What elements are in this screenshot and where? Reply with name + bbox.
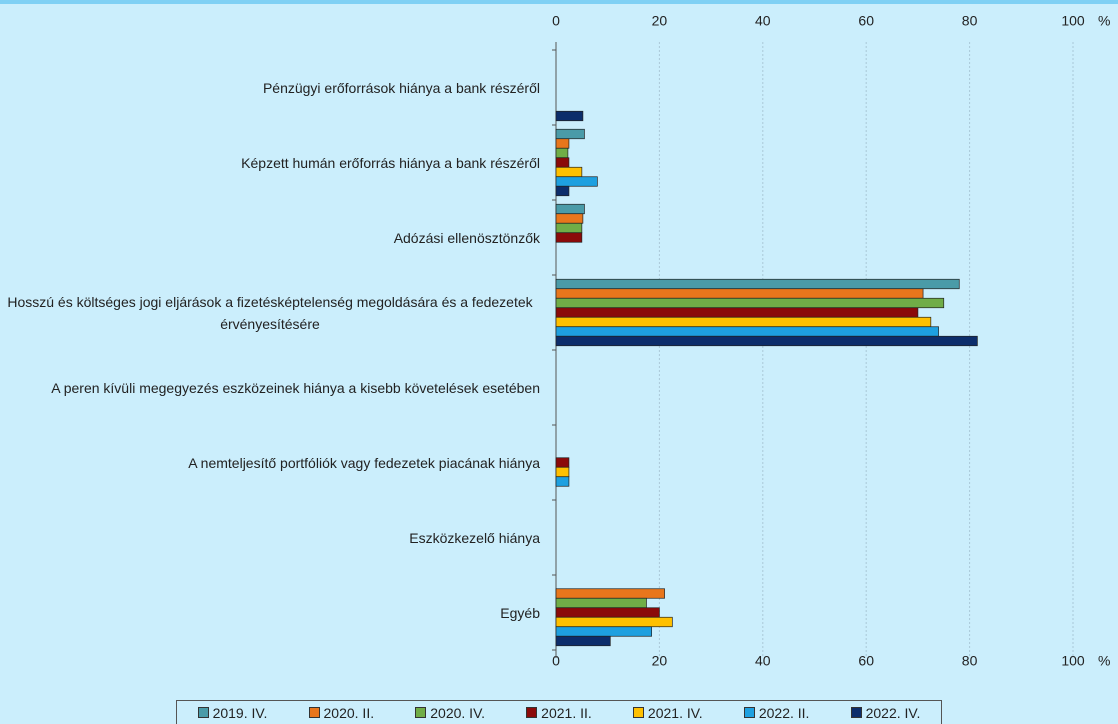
category-label-box: Képzett humán erőforrás hiánya a bank ré… xyxy=(0,133,540,193)
category-label: Pénzügyi erőforrások hiánya a bank részé… xyxy=(262,79,540,96)
bar xyxy=(555,335,978,347)
bar xyxy=(555,476,570,487)
x-tick-label-top: 100 xyxy=(1061,13,1085,29)
x-tick-label-top: 80 xyxy=(962,13,978,29)
category-label-box: Eszközkezelő hiánya xyxy=(0,508,540,568)
legend-swatch xyxy=(415,707,427,718)
x-tick-label-top: 0 xyxy=(552,13,560,29)
x-tick-label-bottom: 80 xyxy=(962,653,978,669)
bar xyxy=(555,326,939,337)
bar xyxy=(555,147,569,159)
bar xyxy=(555,635,611,647)
legend-label: 2021. II. xyxy=(541,704,592,721)
bar xyxy=(555,138,570,149)
x-unit-bottom: % xyxy=(1098,653,1110,669)
legend-label: 2021. IV. xyxy=(647,704,703,721)
bar xyxy=(555,457,570,468)
bar xyxy=(555,213,584,224)
bar xyxy=(555,307,919,318)
bar xyxy=(555,203,585,215)
legend-item: 2019. IV. xyxy=(197,704,268,721)
category-label-box: Adózási ellenösztönzők xyxy=(0,208,540,268)
legend-label: 2022. IV. xyxy=(865,704,921,721)
category-label-box: Pénzügyi erőforrások hiánya a bank részé… xyxy=(0,58,540,118)
x-tick-label-bottom: 60 xyxy=(858,653,874,669)
legend: 2019. IV. 2020. II. 2020. IV. 2021. II. 2021… xyxy=(176,700,942,724)
bar xyxy=(555,588,665,599)
category-label: A peren kívüli megegyezés eszközeinek hi… xyxy=(51,379,540,396)
bar xyxy=(555,185,570,197)
bar xyxy=(555,176,598,187)
category-label-box: A nemteljesítő portfóliók vagy fedezetek… xyxy=(0,433,540,493)
category-label: Eszközkezelő hiánya xyxy=(409,529,540,546)
legend-swatch xyxy=(743,707,755,718)
x-tick-label-top: 20 xyxy=(652,13,668,29)
legend-item: 2021. II. xyxy=(526,705,592,721)
x-tick-label-bottom: 40 xyxy=(755,653,771,669)
bar xyxy=(555,222,583,234)
legend-item: 2022. II. xyxy=(743,704,810,721)
bar xyxy=(555,128,585,140)
x-tick-label-top: 40 xyxy=(755,13,771,29)
legend-swatch xyxy=(197,707,209,718)
x-tick-label-bottom: 0 xyxy=(552,653,560,669)
bar xyxy=(555,616,673,628)
bar xyxy=(555,297,945,309)
top-stripe xyxy=(0,0,1118,4)
category-label: Hosszú és költséges jogi eljárások a fiz… xyxy=(7,293,533,332)
legend-label: 2019. IV. xyxy=(212,704,268,721)
x-tick-label-bottom: 20 xyxy=(652,653,668,669)
category-label-box: Hosszú és költséges jogi eljárások a fiz… xyxy=(0,283,540,343)
category-label-box: Egyéb xyxy=(0,583,540,643)
bar xyxy=(555,466,570,478)
category-label: A nemteljesítő portfóliók vagy fedezetek… xyxy=(188,454,540,471)
bar xyxy=(555,278,960,290)
category-label: Egyéb xyxy=(500,604,540,621)
category-label: Képzett humán erőforrás hiánya a bank ré… xyxy=(241,154,540,171)
bar xyxy=(555,626,652,637)
legend-swatch xyxy=(526,707,538,718)
x-unit-top: % xyxy=(1098,13,1110,29)
category-label-box: A peren kívüli megegyezés eszközeinek hi… xyxy=(0,358,540,418)
legend-item: 2021. IV. xyxy=(632,704,703,721)
legend-label: 2020. IV. xyxy=(430,704,486,721)
legend-item: 2020. II. xyxy=(308,704,375,721)
bar xyxy=(555,157,570,168)
legend-swatch xyxy=(850,707,862,718)
bar xyxy=(555,288,924,299)
bar xyxy=(555,316,932,328)
legend-swatch xyxy=(308,707,320,718)
x-tick-label-bottom: 100 xyxy=(1061,653,1085,669)
bar xyxy=(555,607,660,618)
category-label: Adózási ellenösztönzők xyxy=(393,229,540,246)
bar xyxy=(555,597,647,609)
x-tick-label-top: 60 xyxy=(858,13,874,29)
bar xyxy=(555,232,583,243)
legend-swatch xyxy=(632,707,644,718)
legend-item: 2022. IV. xyxy=(850,704,921,721)
legend-label: 2020. II. xyxy=(323,704,375,721)
bar xyxy=(555,110,584,122)
legend-label: 2022. II. xyxy=(758,704,810,721)
bar xyxy=(555,166,583,178)
legend-item: 2020. IV. xyxy=(415,705,485,721)
